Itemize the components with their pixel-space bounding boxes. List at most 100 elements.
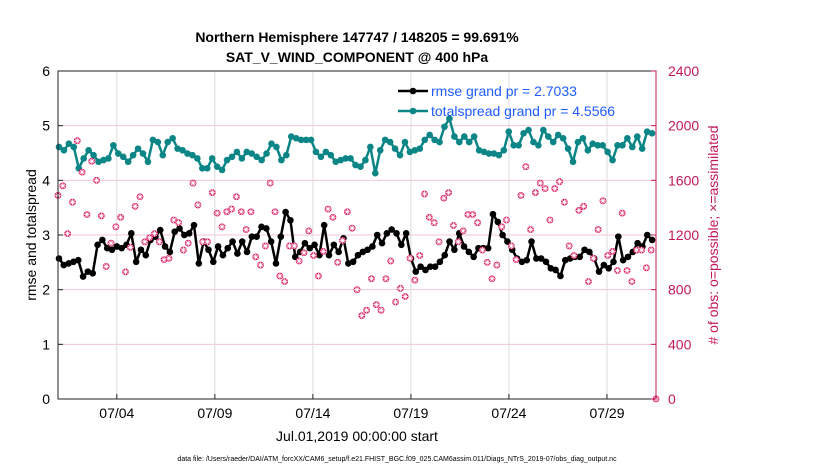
obs-count-point bbox=[141, 238, 149, 246]
obs-count-point bbox=[638, 246, 645, 254]
obs-assimilated-marker bbox=[517, 192, 524, 199]
totalspread-point bbox=[584, 146, 592, 154]
totalspread-point bbox=[322, 148, 330, 156]
obs-assimilated-marker bbox=[257, 262, 264, 269]
totalspread-point bbox=[599, 142, 606, 149]
rmse-point bbox=[600, 261, 608, 269]
obs-count-point bbox=[474, 219, 481, 227]
rmse-point bbox=[595, 268, 603, 275]
obs-count-point bbox=[377, 306, 385, 314]
totalspread-point bbox=[223, 156, 231, 164]
obs-assimilated-marker bbox=[127, 244, 134, 251]
obs-count-point bbox=[242, 226, 250, 233]
obs-count-point bbox=[213, 209, 221, 217]
x-tick-label: 07/04 bbox=[99, 405, 134, 421]
obs-count-point bbox=[334, 258, 342, 266]
totalspread-point bbox=[65, 140, 73, 148]
obs-assimilated-marker bbox=[426, 214, 433, 221]
rmse-point bbox=[118, 244, 125, 252]
obs-count-point bbox=[387, 257, 395, 265]
obs-assimilated-marker bbox=[368, 275, 375, 282]
obs-assimilated-marker bbox=[218, 223, 225, 230]
obs-assimilated-marker bbox=[122, 268, 129, 275]
rmse-point bbox=[542, 258, 550, 266]
rmse-point bbox=[634, 239, 641, 247]
obs-assimilated-marker bbox=[411, 277, 418, 284]
totalspread-point bbox=[263, 150, 270, 157]
obs-assimilated-marker bbox=[320, 248, 327, 255]
rmse-point bbox=[494, 218, 502, 226]
obs-count-point bbox=[146, 234, 154, 242]
obs-count-point bbox=[295, 257, 303, 265]
totalspread-point bbox=[80, 155, 87, 162]
obs-assimilated-marker bbox=[503, 216, 510, 223]
obs-assimilated-marker bbox=[416, 252, 423, 259]
obs-count-point bbox=[556, 178, 563, 186]
obs-count-point bbox=[503, 216, 510, 224]
obs-count-point bbox=[319, 248, 327, 255]
obs-count-point bbox=[131, 202, 139, 210]
rmse-point bbox=[306, 244, 314, 252]
obs-count-point bbox=[406, 254, 414, 262]
obs-count-point bbox=[122, 268, 129, 276]
obs-assimilated-marker bbox=[522, 163, 529, 170]
obs-assimilated-marker bbox=[513, 256, 520, 263]
obs-assimilated-marker bbox=[614, 267, 621, 274]
obs-count-point bbox=[189, 179, 197, 187]
rmse-point bbox=[320, 221, 328, 229]
totalspread-point bbox=[154, 138, 162, 146]
totalspread-point bbox=[386, 138, 394, 146]
rmse-point bbox=[243, 248, 251, 256]
obs-assimilated-marker bbox=[354, 286, 360, 293]
totalspread-point bbox=[307, 136, 315, 144]
totalspread-point bbox=[134, 145, 142, 152]
rmse-point bbox=[349, 258, 357, 266]
rmse-point bbox=[378, 239, 386, 247]
obs-count-point bbox=[599, 197, 607, 205]
totalspread-point bbox=[446, 115, 453, 122]
obs-assimilated-marker bbox=[281, 278, 288, 285]
rmse-point bbox=[499, 231, 506, 239]
obs-assimilated-marker bbox=[185, 240, 192, 247]
obs-assimilated-marker bbox=[484, 259, 491, 266]
obs-assimilated-marker bbox=[407, 255, 414, 262]
obs-assimilated-marker bbox=[276, 273, 283, 279]
totalspread-point bbox=[342, 155, 349, 162]
obs-count-point bbox=[165, 254, 173, 262]
totalspread-point bbox=[510, 142, 517, 149]
obs-assimilated-marker bbox=[585, 278, 592, 285]
totalspread-point bbox=[159, 151, 167, 159]
totalspread-point bbox=[604, 148, 611, 156]
totalspread-point bbox=[520, 130, 527, 137]
rmse-point bbox=[557, 272, 564, 280]
obs-count-point bbox=[112, 223, 120, 231]
totalspread-point bbox=[396, 151, 404, 159]
legend: rmse grand pr = 2.7033 totalspread grand… bbox=[398, 83, 615, 119]
obs-count-point bbox=[315, 272, 322, 280]
totalspread-point bbox=[416, 145, 424, 152]
obs-count-point bbox=[517, 191, 525, 199]
obs-count-point bbox=[575, 207, 583, 214]
totalspread-point bbox=[436, 138, 443, 146]
obs-assimilated-marker bbox=[180, 247, 187, 254]
plot-marks bbox=[54, 115, 660, 403]
obs-count-point bbox=[88, 157, 96, 165]
obs-count-point bbox=[136, 193, 144, 201]
obs-assimilated-marker bbox=[464, 211, 471, 218]
obs-assimilated-marker bbox=[440, 195, 447, 202]
totalspread-point bbox=[124, 158, 132, 166]
legend-totalspread-marker bbox=[409, 107, 417, 115]
obs-count-point bbox=[199, 238, 207, 246]
obs-assimilated-marker bbox=[79, 169, 86, 176]
totalspread-point bbox=[564, 145, 572, 152]
totalspread-point bbox=[297, 136, 305, 144]
obs-count-point bbox=[430, 219, 438, 227]
totalspread-point bbox=[574, 138, 582, 146]
totalspread-point bbox=[401, 138, 409, 146]
totalspread-point bbox=[638, 145, 646, 152]
y-axis-label: rmse and totalspread bbox=[23, 169, 39, 301]
totalspread-point bbox=[347, 155, 354, 162]
obs-count-point bbox=[339, 237, 346, 244]
rmse-point bbox=[108, 246, 116, 254]
obs-count-point bbox=[532, 189, 539, 197]
